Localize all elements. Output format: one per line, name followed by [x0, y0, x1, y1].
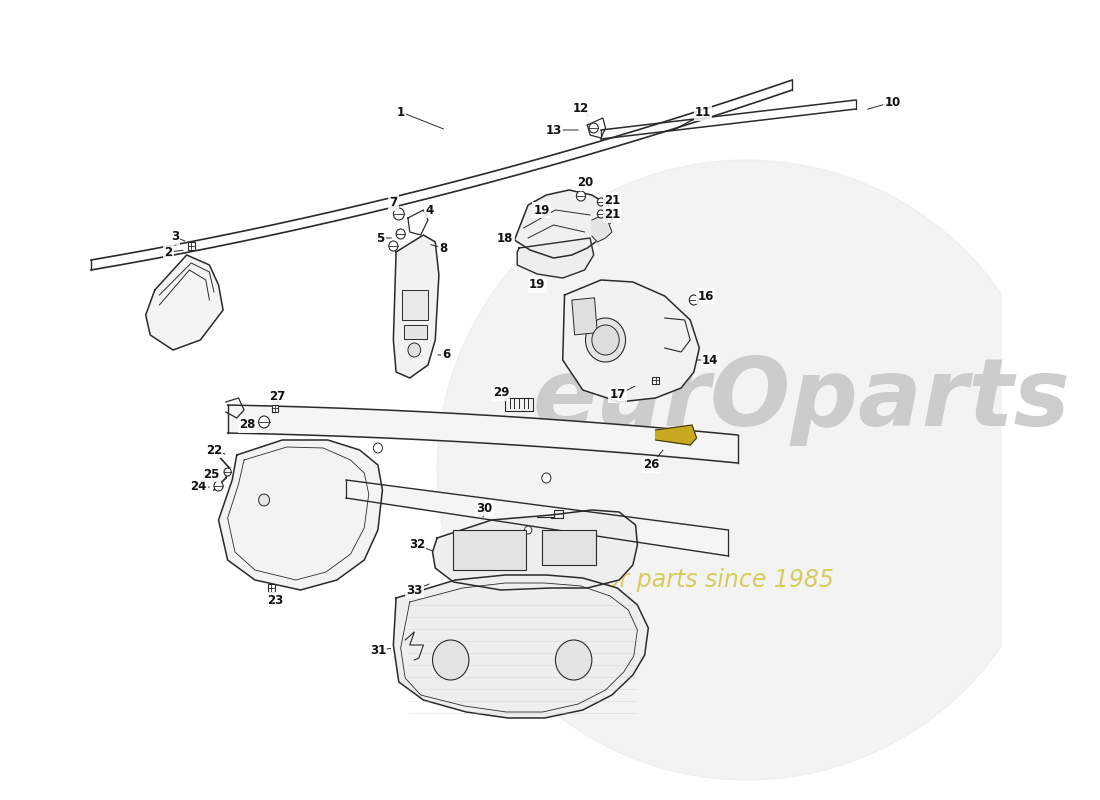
Text: 10: 10: [884, 95, 901, 109]
Text: 23: 23: [267, 594, 283, 606]
Text: 13: 13: [546, 123, 562, 137]
Circle shape: [556, 640, 592, 680]
Bar: [542, 530, 596, 565]
Text: 33: 33: [406, 583, 422, 597]
Text: 31: 31: [370, 643, 386, 657]
Bar: [267, 584, 275, 592]
Circle shape: [525, 526, 531, 534]
Circle shape: [592, 325, 619, 355]
Circle shape: [224, 468, 231, 476]
Ellipse shape: [437, 160, 1056, 780]
Text: 19: 19: [529, 278, 546, 291]
Text: 6: 6: [442, 349, 450, 362]
Circle shape: [432, 640, 469, 680]
Circle shape: [690, 295, 698, 305]
Polygon shape: [394, 235, 439, 378]
Circle shape: [394, 208, 405, 220]
Text: 1: 1: [397, 106, 405, 118]
Circle shape: [597, 198, 605, 206]
Bar: [572, 298, 597, 335]
Text: 21: 21: [604, 209, 620, 222]
Circle shape: [258, 416, 270, 428]
Text: 30: 30: [476, 502, 493, 514]
Text: 14: 14: [702, 354, 718, 366]
Text: 8: 8: [439, 242, 448, 254]
Text: 11: 11: [695, 106, 711, 119]
Text: 28: 28: [240, 418, 256, 431]
Circle shape: [576, 191, 585, 201]
Text: 19: 19: [534, 203, 550, 217]
Bar: [272, 405, 278, 411]
Circle shape: [214, 481, 223, 491]
Circle shape: [590, 123, 598, 133]
Text: 21: 21: [604, 194, 620, 206]
Circle shape: [258, 494, 270, 506]
Polygon shape: [219, 440, 383, 590]
Text: 22: 22: [206, 443, 222, 457]
Text: eurOparts: eurOparts: [532, 354, 1070, 446]
Text: 32: 32: [409, 538, 426, 551]
Polygon shape: [517, 238, 594, 278]
Circle shape: [396, 229, 405, 239]
Polygon shape: [432, 510, 637, 590]
Polygon shape: [656, 425, 696, 445]
Text: 12: 12: [573, 102, 590, 114]
Circle shape: [408, 343, 420, 357]
Polygon shape: [394, 575, 648, 718]
Circle shape: [542, 473, 551, 483]
Text: 2: 2: [164, 246, 173, 258]
Bar: [405, 325, 427, 339]
Text: 5: 5: [376, 231, 385, 245]
Text: 26: 26: [642, 458, 659, 471]
Text: 27: 27: [270, 390, 286, 403]
Text: 20: 20: [578, 177, 594, 190]
Text: 7: 7: [389, 197, 397, 210]
Circle shape: [388, 241, 398, 251]
Polygon shape: [145, 255, 223, 350]
Bar: [453, 530, 526, 570]
Bar: [188, 242, 195, 250]
Text: 17: 17: [609, 389, 626, 402]
Text: 24: 24: [190, 481, 207, 494]
Polygon shape: [515, 190, 612, 258]
Text: a passion for parts since 1985: a passion for parts since 1985: [477, 568, 834, 592]
Text: 4: 4: [426, 203, 433, 217]
Text: 29: 29: [493, 386, 509, 399]
Text: 18: 18: [497, 231, 514, 245]
Text: 25: 25: [204, 467, 219, 481]
Text: 3: 3: [170, 230, 179, 243]
Polygon shape: [563, 280, 700, 402]
Polygon shape: [592, 215, 612, 242]
Bar: [652, 377, 659, 383]
Bar: [403, 290, 428, 320]
Circle shape: [373, 443, 383, 453]
Text: 16: 16: [697, 290, 714, 302]
Circle shape: [597, 210, 605, 218]
Circle shape: [585, 318, 626, 362]
